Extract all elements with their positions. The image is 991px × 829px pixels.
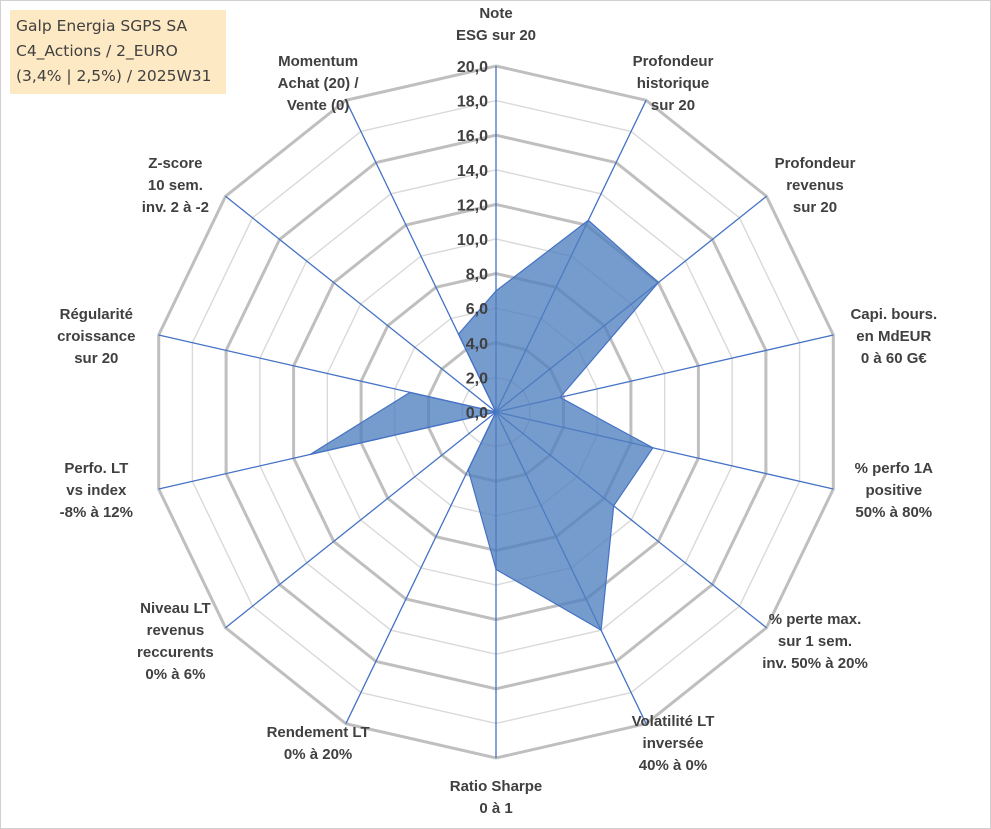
tick-label: 18,0: [457, 94, 488, 111]
axis-label: Momentum Achat (20) / Vente (0): [278, 53, 360, 114]
data-point: [600, 629, 602, 631]
tick-label: 2,0: [466, 370, 488, 387]
tick-label: 16,0: [457, 128, 488, 145]
series-polygon: [310, 219, 660, 632]
axis-labels: Note ESG sur 20 Profondeur historique sur 20…: [57, 5, 937, 817]
data-point: [467, 469, 469, 471]
data-point: [458, 333, 460, 335]
axis-label: Ratio Sharpe 0 à 1: [450, 778, 543, 817]
axis-label: Profondeur revenus sur 20: [775, 155, 856, 216]
title-line-3: (3,4% | 2,5%) / 2025W31: [16, 67, 212, 85]
data-point: [495, 290, 497, 292]
tick-labels: 0,0 2,0 4,0 6,0 8,0 10,0 12,0 14,0 16,0 18,0 20,0: [457, 59, 488, 422]
series-area: [310, 219, 660, 632]
data-point: [587, 219, 589, 221]
axis-label: Capi. bours. en MdEUR 0 à 60 G€: [850, 306, 937, 367]
data-point: [310, 453, 312, 455]
axis-spoke: [225, 411, 497, 629]
axis-label: Niveau LT revenus reccurents 0% à 6%: [137, 600, 214, 683]
tick-label: 4,0: [466, 336, 488, 353]
tick-label: 0,0: [466, 405, 488, 422]
axis-label: Régularité croissance sur 20: [57, 306, 135, 367]
axis-label: Profondeur historique sur 20: [633, 53, 714, 114]
title-line-2: C4_Actions / 2_EURO: [16, 42, 178, 60]
tick-label: 6,0: [466, 301, 488, 318]
axis-label: Volatilité LT inversée 40% à 0%: [632, 713, 715, 774]
tick-label: 12,0: [457, 197, 488, 214]
data-point: [652, 447, 654, 449]
axis-label: Z-score 10 sem. inv. 2 à -2: [142, 155, 209, 216]
tick-label: 20,0: [457, 59, 488, 76]
axis-label: % perte max. sur 1 sem. inv. 50% à 20%: [762, 611, 868, 672]
data-point: [495, 411, 497, 413]
tick-label: 14,0: [457, 163, 488, 180]
data-point: [495, 568, 497, 570]
axis-label: Perfo. LT vs index -8% à 12%: [60, 460, 133, 521]
tick-label: 8,0: [466, 267, 488, 284]
title-line-1: Galp Energia SGPS SA: [16, 17, 188, 35]
data-point: [657, 282, 659, 284]
data-point: [409, 391, 411, 393]
tick-label: 10,0: [457, 232, 488, 249]
axis-spoke: [225, 195, 497, 413]
axis-label: % perfo 1A positive 50% à 80%: [855, 460, 934, 521]
axis-label: Note ESG sur 20: [456, 5, 536, 44]
axis-label: Rendement LT 0% à 20%: [267, 724, 370, 763]
data-point: [559, 396, 561, 398]
chart-title-box: Galp Energia SGPS SA C4_Actions / 2_EURO…: [10, 10, 226, 94]
data-point: [613, 505, 615, 507]
